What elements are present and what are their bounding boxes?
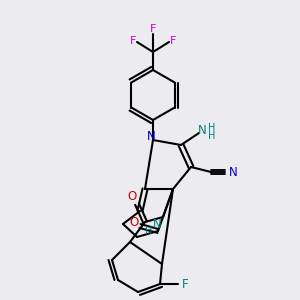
Text: N: N (153, 218, 161, 232)
Text: F: F (130, 36, 136, 46)
Text: H: H (208, 131, 216, 141)
Text: O: O (129, 217, 139, 230)
Text: N: N (198, 124, 206, 137)
Text: H: H (145, 226, 153, 236)
Text: F: F (150, 24, 156, 34)
Text: F: F (182, 278, 188, 290)
Text: H: H (208, 123, 216, 133)
Text: F: F (170, 36, 176, 46)
Text: N: N (229, 166, 237, 178)
Text: O: O (128, 190, 136, 203)
Text: N: N (147, 130, 155, 143)
